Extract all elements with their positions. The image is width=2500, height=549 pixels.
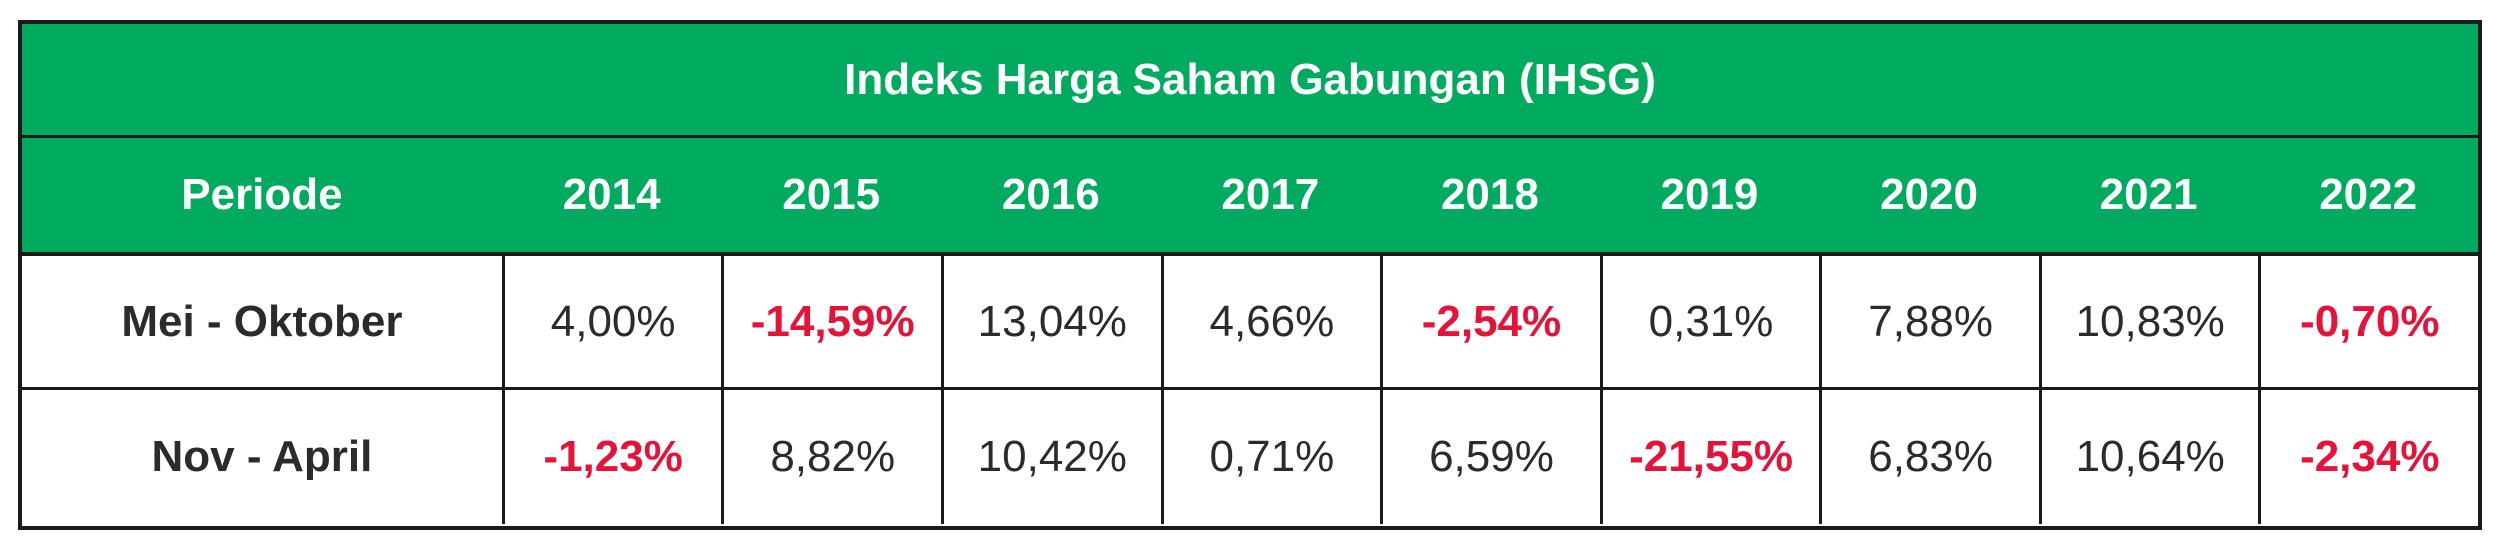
value-cell: 10,42% — [941, 390, 1161, 524]
table-row: Mei - Oktober 4,00% -14,59% 13,04% 4,66%… — [22, 256, 2478, 390]
value-cell: 7,88% — [1819, 256, 2039, 387]
value-cell: -0,70% — [2258, 256, 2478, 387]
header-year-2020: 2020 — [1880, 170, 1978, 219]
header-row: Periode 2014 2015 2016 2017 2018 2019 20… — [22, 138, 2478, 256]
header-year-2017: 2017 — [1221, 170, 1320, 219]
header-year-2021: 2021 — [2099, 170, 2198, 219]
header-period: Periode — [181, 170, 343, 219]
value-cell: -2,34% — [2258, 390, 2478, 524]
value-cell: 6,83% — [1819, 390, 2039, 524]
value-cell: 10,83% — [2038, 256, 2259, 387]
row-label: Mei - Oktober — [121, 296, 403, 346]
header-year-2014: 2014 — [562, 170, 661, 219]
value-cell: -1,23% — [501, 390, 722, 524]
value-cell: 13,04% — [941, 256, 1161, 387]
value-cell: 0,71% — [1160, 390, 1381, 524]
value-cell: 10,64% — [2038, 390, 2259, 524]
table-row: Nov - April -1,23% 8,82% 10,42% 0,71% 6,… — [22, 390, 2478, 524]
value-cell: -14,59% — [721, 256, 941, 387]
value-cell: 6,59% — [1380, 390, 1600, 524]
value-cell: 0,31% — [1599, 256, 1820, 387]
value-cell: 8,82% — [721, 390, 941, 524]
row-label: Nov - April — [151, 432, 373, 481]
ihsg-table: Indeks Harga Saham Gabungan (IHSG) Perio… — [18, 20, 2482, 530]
header-year-2022: 2022 — [2319, 170, 2418, 219]
value-cell: 4,00% — [501, 256, 722, 387]
value-cell: -21,55% — [1599, 390, 1820, 524]
value-cell: -2,54% — [1380, 256, 1600, 387]
header-year-2019: 2019 — [1660, 170, 1759, 219]
table-title: Indeks Harga Saham Gabungan (IHSG) — [22, 24, 2478, 138]
header-year-2015: 2015 — [782, 170, 881, 219]
header-year-2018: 2018 — [1440, 170, 1539, 219]
value-cell: 4,66% — [1160, 256, 1381, 387]
header-year-2016: 2016 — [1001, 170, 1100, 219]
